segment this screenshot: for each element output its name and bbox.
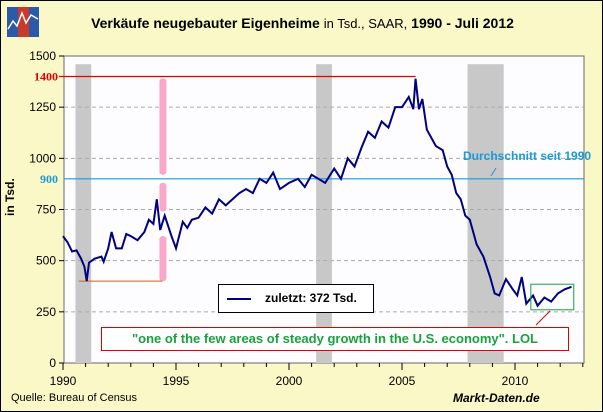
- brand-logo-text: Markt-Daten.de: [453, 391, 540, 405]
- logo-icon-line: [7, 10, 39, 30]
- legend: zuletzt: 372 Tsd.: [218, 284, 374, 313]
- recent-highlight-box: [530, 283, 575, 311]
- y-tick-label: 1250: [29, 100, 56, 114]
- x-tick-label: 2010: [502, 374, 529, 388]
- annotation-arrow: [535, 310, 551, 326]
- recession-band: [316, 64, 332, 363]
- x-tick-label: 2000: [276, 374, 303, 388]
- quote-annotation: "one of the few areas of steady growth i…: [101, 327, 569, 351]
- y-tick-label: 1000: [29, 151, 56, 165]
- legend-line-swatch: [227, 298, 251, 300]
- y-tick-label: 0: [49, 356, 56, 370]
- recession-band: [75, 64, 92, 363]
- logo-icon-stripe: [18, 7, 29, 37]
- level-label: 900: [40, 172, 58, 186]
- y-tick-label: 500: [36, 254, 56, 268]
- level-label: 1400: [34, 69, 58, 83]
- title-main: Verkäufe neugebauter Eigenheime: [91, 15, 320, 31]
- title-units: in Tsd., SAAR,: [323, 16, 408, 31]
- x-tick-label: 1990: [50, 374, 77, 388]
- series-line: [62, 78, 572, 308]
- highlight-bar: [159, 182, 167, 212]
- recession-band: [467, 64, 504, 363]
- legend-label: zuletzt: 372 Tsd.: [265, 291, 357, 305]
- x-tick-label: 1995: [163, 374, 190, 388]
- title-period: 1990 - Juli 2012: [411, 15, 514, 31]
- highlight-bar: [159, 78, 167, 175]
- y-axis-label: in Tsd.: [3, 178, 17, 216]
- chart-title: Verkäufe neugebauter Eigenheime in Tsd.,…: [1, 15, 602, 31]
- average-annotation: Durchschnitt seit 1990: [463, 149, 592, 163]
- y-tick-label: 1500: [29, 49, 56, 63]
- average-pointer: [490, 167, 497, 177]
- y-tick-label: 750: [36, 203, 56, 217]
- source-note: Quelle: Bureau of Census: [11, 392, 137, 404]
- x-tick-label: 2005: [389, 374, 416, 388]
- y-tick-label: 250: [36, 305, 56, 319]
- highlight-bar: [159, 236, 167, 282]
